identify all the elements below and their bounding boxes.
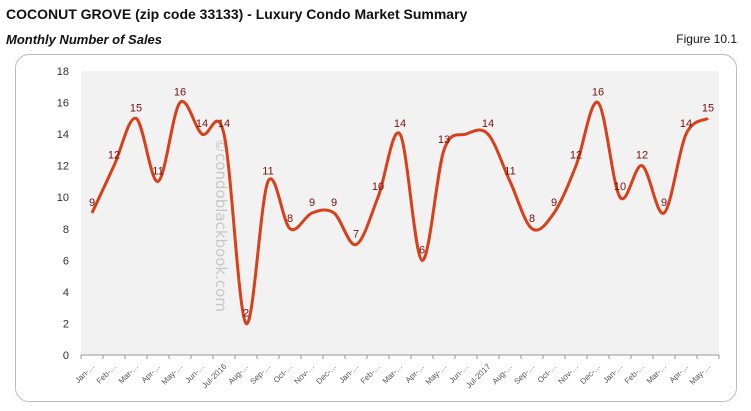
data-label: 8 xyxy=(529,213,535,225)
y-tick-label: 10 xyxy=(57,192,69,204)
y-tick-label: 4 xyxy=(63,287,69,299)
data-label: 11 xyxy=(262,165,273,177)
y-tick-label: 18 xyxy=(57,66,69,78)
x-tick-label: Feb-… xyxy=(95,362,119,386)
data-label: 15 xyxy=(702,102,714,114)
x-tick-label: Jul-2017 xyxy=(464,362,492,390)
data-label: 13 xyxy=(438,134,450,146)
sales-line xyxy=(90,99,709,325)
x-tick-label: May-… xyxy=(688,362,713,387)
x-tick-label: Feb-… xyxy=(623,362,647,386)
data-label: 2 xyxy=(243,307,249,319)
x-tick-label: Aug-… xyxy=(226,362,250,386)
data-label: 11 xyxy=(152,165,163,177)
y-tick-label: 16 xyxy=(57,98,69,110)
x-tick-label: Aug-… xyxy=(490,362,514,386)
data-label: 14 xyxy=(394,118,406,130)
x-tick-label: Dec-… xyxy=(314,362,338,386)
data-label: 8 xyxy=(287,213,293,225)
x-tick-label: Apr-… xyxy=(404,362,427,385)
data-label: 7 xyxy=(353,229,359,241)
watermark: ©condoblackbook.com xyxy=(212,138,230,312)
chart-panel xyxy=(15,54,737,402)
x-tick-label: Sep-… xyxy=(248,362,272,386)
data-label: 14 xyxy=(482,118,494,130)
x-tick-label: Jan-… xyxy=(601,362,624,385)
plot-area xyxy=(81,71,719,355)
data-label: 12 xyxy=(108,150,120,162)
x-tick-label: Feb-… xyxy=(359,362,383,386)
x-tick-label: Jan-… xyxy=(73,362,96,385)
data-label: 10 xyxy=(614,181,626,193)
x-tick-label: Mar-… xyxy=(381,362,405,386)
data-label: 16 xyxy=(592,87,604,99)
y-tick-label: 0 xyxy=(63,350,69,362)
y-tick-label: 6 xyxy=(63,255,69,267)
data-label: 9 xyxy=(331,197,337,209)
y-tick-label: 8 xyxy=(63,224,69,236)
data-label: 12 xyxy=(570,150,582,162)
data-label: 14 xyxy=(196,118,208,130)
data-label: 9 xyxy=(661,197,667,209)
y-tick-label: 2 xyxy=(63,318,69,330)
y-tick-label: 14 xyxy=(57,129,69,141)
y-tick-label: 12 xyxy=(57,161,69,173)
x-tick-label: Mar-… xyxy=(117,362,141,386)
x-tick-label: Sep-… xyxy=(512,362,536,386)
x-tick-label: Nov-… xyxy=(556,362,580,386)
data-label: 16 xyxy=(174,87,186,99)
x-tick-label: Jul-2016 xyxy=(200,362,228,390)
data-label: 9 xyxy=(309,197,315,209)
x-tick-label: May-… xyxy=(424,362,449,387)
x-tick-label: Oct-… xyxy=(536,362,559,385)
x-tick-label: Apr-… xyxy=(668,362,691,385)
data-label: 14 xyxy=(218,118,230,130)
data-label: 10 xyxy=(372,181,384,193)
data-label: 11 xyxy=(504,165,515,177)
x-tick-label: Nov-… xyxy=(292,362,316,386)
x-tick-label: Jan-… xyxy=(337,362,360,385)
data-label: 12 xyxy=(636,150,648,162)
report-title: COCONUT GROVE (zip code 33133) - Luxury … xyxy=(6,6,468,22)
x-tick-label: Dec-… xyxy=(578,362,602,386)
data-label: 9 xyxy=(89,197,95,209)
data-label: 14 xyxy=(680,118,692,130)
data-label: 15 xyxy=(130,102,142,114)
x-tick-label: Oct-… xyxy=(272,362,295,385)
x-tick-label: May-… xyxy=(160,362,185,387)
chart-subtitle: Monthly Number of Sales xyxy=(6,32,163,47)
x-tick-label: Apr-… xyxy=(140,362,163,385)
figure-number: Figure 10.1 xyxy=(676,32,737,46)
x-tick-label: Mar-… xyxy=(645,362,669,386)
data-label: 6 xyxy=(419,244,425,256)
data-label: 9 xyxy=(551,197,557,209)
